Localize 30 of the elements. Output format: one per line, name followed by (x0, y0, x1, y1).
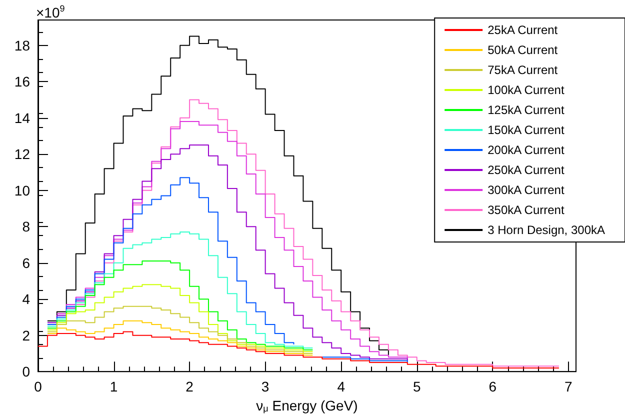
y-tick-label: 6 (22, 254, 30, 271)
x-tick-label: 0 (34, 378, 42, 395)
x-axis-title: νμ Energy (GeV) (256, 398, 358, 414)
legend-label: 25kA Current (488, 23, 558, 37)
y-tick-label: 16 (14, 74, 30, 90)
x-tick-label: 1 (110, 378, 118, 395)
x-tick-label: 5 (412, 378, 421, 395)
legend-label: 50kA Current (488, 43, 558, 57)
legend-label: 250kA Current (488, 163, 565, 177)
y-tick-label: 18 (14, 37, 30, 54)
y-tick-label: 12 (14, 146, 30, 162)
x-tick-label: 3 (261, 378, 270, 395)
y-tick-label: 2 (22, 327, 30, 344)
y-tick-label: 0 (22, 364, 30, 380)
legend-label: 350kA Current (488, 203, 565, 217)
legend-label: 3 Horn Design, 300kA (488, 223, 606, 237)
y-tick-label: 14 (14, 110, 30, 126)
legend-label: 125kA Current (488, 103, 565, 117)
legend-label: 300kA Current (488, 183, 565, 197)
x-tick-label: 7 (564, 378, 573, 395)
x-tick-label: 2 (186, 378, 194, 395)
y-tick-label: 8 (22, 218, 30, 235)
y-tick-label: 10 (14, 182, 30, 198)
legend-label: 150kA Current (488, 123, 565, 137)
legend-label: 75kA Current (488, 63, 558, 77)
legend-label: 200kA Current (488, 143, 565, 157)
x-tick-label: 6 (488, 378, 497, 395)
x-tick-label: 4 (337, 378, 346, 395)
y-tick-label: 4 (22, 291, 30, 308)
legend-label: 100kA Current (488, 83, 565, 97)
